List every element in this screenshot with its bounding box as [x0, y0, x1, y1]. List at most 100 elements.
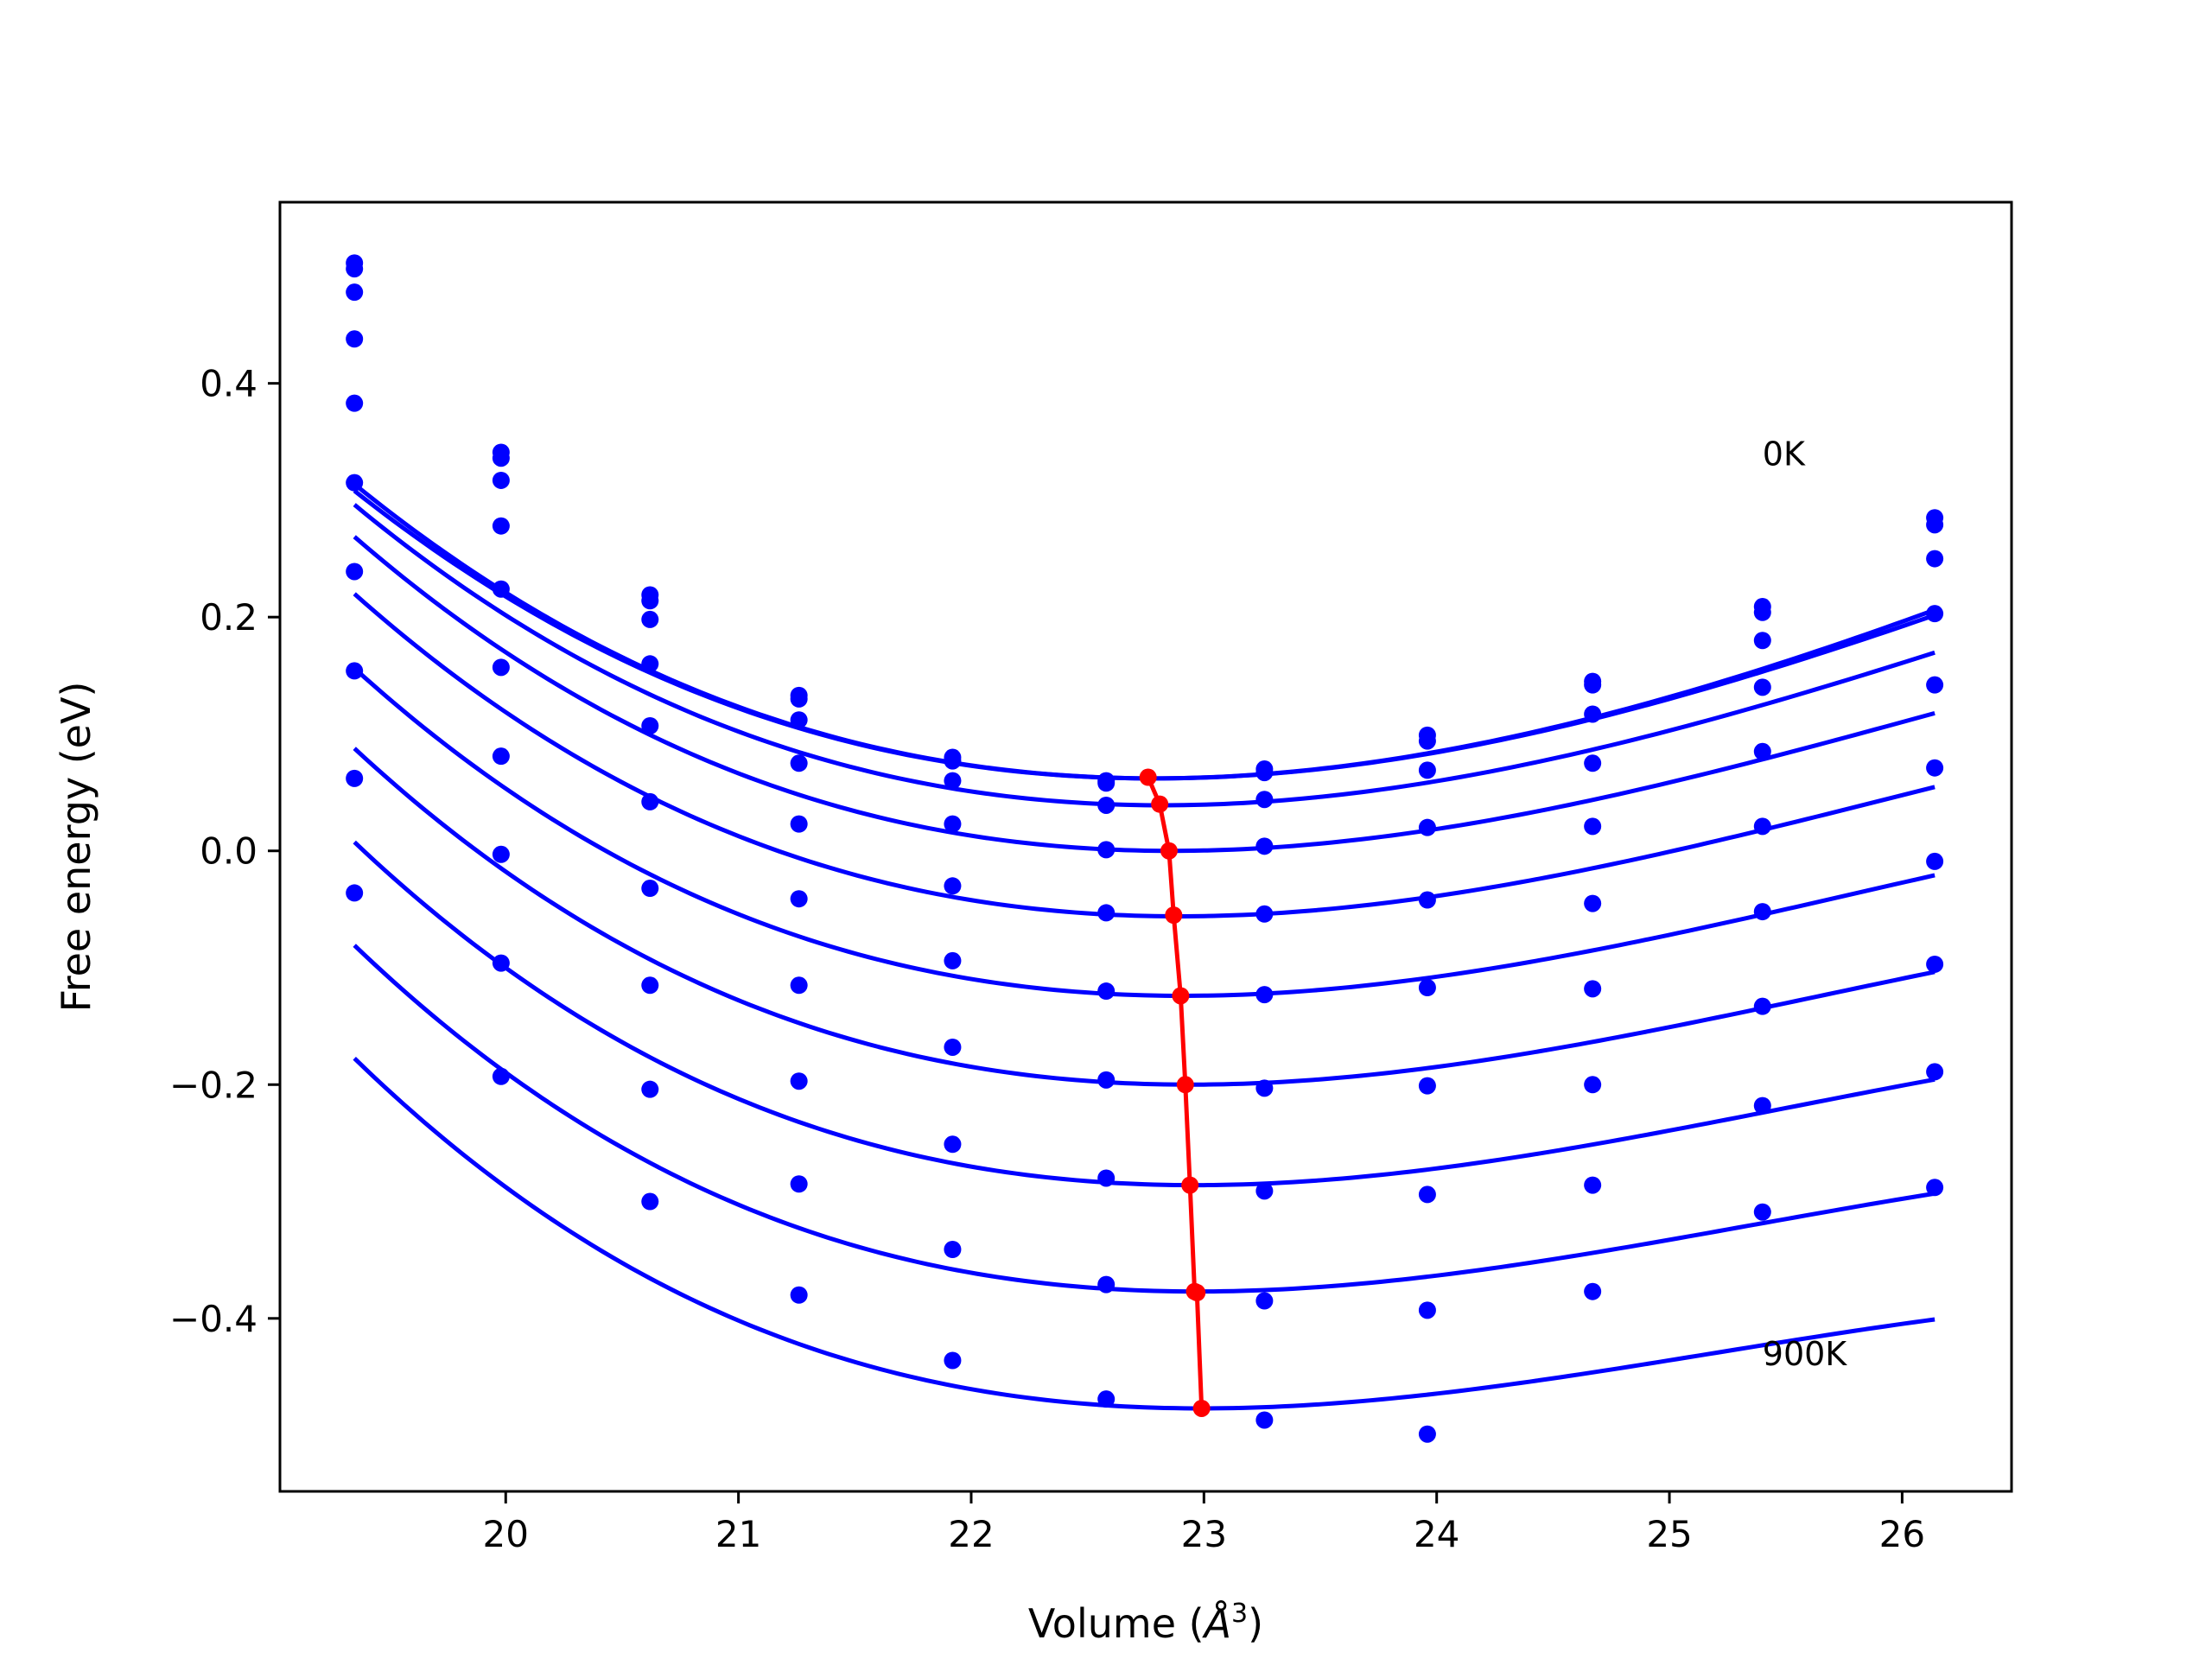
series-6	[346, 563, 1944, 1097]
data-point	[1926, 955, 1944, 973]
data-point	[1097, 1071, 1116, 1089]
minimum-point	[1165, 906, 1183, 925]
data-point	[492, 747, 510, 766]
x-tick-label: 26	[1879, 1513, 1925, 1555]
data-point	[1418, 1185, 1436, 1204]
data-point	[790, 690, 808, 708]
minimum-point	[1181, 1176, 1199, 1194]
data-point	[1097, 774, 1116, 792]
data-point	[492, 658, 510, 677]
data-point	[1926, 759, 1944, 777]
data-point	[346, 563, 364, 581]
data-point	[641, 610, 659, 628]
data-point	[1097, 982, 1116, 1001]
data-point	[1418, 979, 1436, 996]
data-point	[1418, 761, 1436, 779]
data-point	[641, 1080, 659, 1098]
data-point	[1753, 1096, 1771, 1115]
data-point	[1753, 997, 1771, 1015]
data-point	[1926, 1179, 1944, 1197]
data-point	[346, 260, 364, 278]
x-axis-title-text: Volume (	[1028, 1600, 1205, 1647]
data-point	[641, 1192, 659, 1211]
y-tick-label: 0.2	[200, 596, 257, 639]
data-point	[1255, 1411, 1274, 1429]
data-point	[346, 662, 364, 680]
data-point	[346, 394, 364, 412]
minimum-point	[1172, 987, 1190, 1005]
minimum-point	[1151, 795, 1169, 813]
y-tick-label: 0.0	[200, 830, 257, 873]
series-4	[346, 394, 1944, 923]
data-point	[1584, 676, 1602, 694]
data-point	[1584, 894, 1602, 912]
data-point	[1418, 1301, 1436, 1319]
minimum-point	[1188, 1284, 1206, 1302]
data-point	[944, 1351, 962, 1370]
data-point	[1418, 732, 1436, 750]
annotation-label: 0K	[1763, 435, 1806, 473]
data-point	[492, 1067, 510, 1085]
data-point	[641, 655, 659, 673]
fit-curve	[353, 592, 1936, 918]
data-point	[1584, 754, 1602, 772]
data-point	[492, 449, 510, 467]
x-axis-title-close: )	[1248, 1600, 1263, 1647]
data-point	[492, 471, 510, 489]
data-point	[1584, 1076, 1602, 1094]
data-point	[1926, 852, 1944, 870]
fit-curve	[353, 666, 1936, 998]
y-tick-label: 0.4	[200, 363, 257, 405]
minimum-point	[1139, 768, 1157, 786]
x-tick-label: 24	[1414, 1513, 1459, 1555]
data-point	[1418, 1077, 1436, 1095]
series-8	[346, 769, 1944, 1319]
data-point	[1255, 1079, 1274, 1097]
data-point	[944, 815, 962, 833]
data-point	[944, 752, 962, 770]
fit-curve	[353, 747, 1936, 1087]
series-9	[346, 884, 1944, 1443]
series-2	[346, 283, 1944, 814]
data-point	[944, 772, 962, 790]
data-point	[944, 877, 962, 895]
data-point	[1753, 603, 1771, 621]
data-point	[1097, 841, 1116, 859]
y-axis: −0.4 −0.2 0.0 0.2 0.4	[169, 363, 280, 1340]
data-point	[346, 884, 364, 902]
data-point	[1584, 705, 1602, 723]
series-7	[346, 662, 1944, 1204]
fit-curve	[353, 944, 1936, 1294]
data-point	[1926, 1063, 1944, 1081]
data-point	[1255, 837, 1274, 855]
data-point	[1418, 818, 1436, 836]
data-point	[944, 1038, 962, 1056]
data-point	[1255, 1292, 1274, 1310]
data-point	[1097, 1275, 1116, 1294]
series-5	[346, 474, 1944, 1004]
data-point	[1584, 1282, 1602, 1300]
x-axis-title-exponent: 3	[1231, 1599, 1248, 1629]
data-point	[790, 890, 808, 908]
data-point	[944, 1135, 962, 1154]
x-tick-label: 23	[1181, 1513, 1227, 1555]
data-point	[944, 951, 962, 969]
data-point	[1753, 903, 1771, 921]
data-point	[1584, 817, 1602, 836]
data-point	[641, 792, 659, 810]
data-point	[492, 580, 510, 598]
data-point	[1926, 550, 1944, 568]
data-point	[1097, 904, 1116, 922]
data-point	[1753, 632, 1771, 650]
minimum-point	[1176, 1076, 1194, 1094]
x-tick-label: 20	[483, 1513, 529, 1555]
data-point	[790, 1175, 808, 1193]
data-point	[1255, 791, 1274, 809]
data-point	[346, 330, 364, 348]
data-point	[1584, 1176, 1602, 1194]
x-axis-title: Volume (Å3)	[1028, 1599, 1263, 1647]
x-axis: 20 21 22 23 24 25 26	[483, 1491, 1925, 1555]
data-point	[1753, 678, 1771, 696]
